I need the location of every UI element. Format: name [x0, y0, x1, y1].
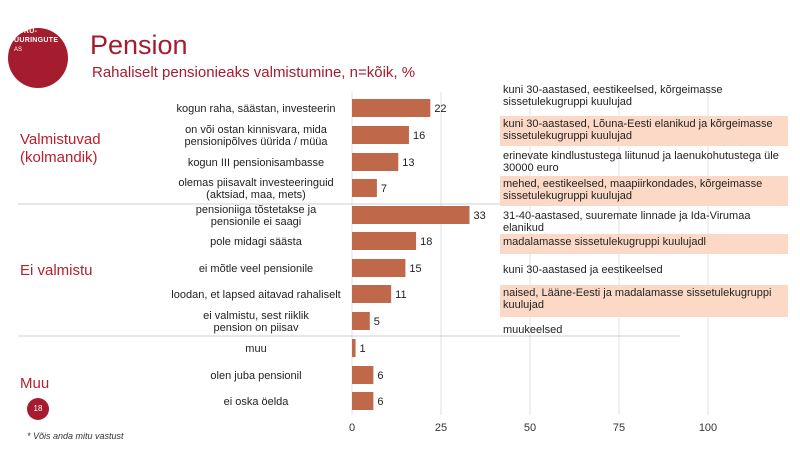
bar-value-label: 1	[360, 343, 366, 355]
bar-value-label: 15	[409, 263, 421, 275]
x-tick-label: 25	[435, 422, 447, 434]
bar	[352, 259, 406, 277]
category-label: olen juba pensionil	[210, 370, 301, 382]
x-tick-label: 100	[699, 422, 717, 434]
x-tick-label: 0	[349, 422, 355, 434]
bar-value-label: 13	[402, 157, 414, 169]
bar	[352, 232, 417, 250]
page-number-badge: 18	[27, 398, 49, 420]
bar	[352, 366, 374, 384]
category-label: ei mõtle veel pensionile	[199, 263, 313, 275]
x-tick-label: 75	[613, 422, 625, 434]
category-label: kogun III pensionisambasse	[188, 157, 324, 169]
category-label: olemas piisavalt investeeringuid (aktsiad…	[178, 177, 333, 201]
category-label: kogun raha, säästan, investeerin	[177, 103, 336, 115]
segment-note: madalamasse sissetulekugruppi kuulujadl	[500, 234, 788, 254]
bar	[352, 392, 374, 410]
page-subtitle: Rahaliselt pensionieaks valmistumine, n=…	[92, 64, 416, 81]
bar-value-label: 16	[413, 130, 425, 142]
x-tick-label: 50	[524, 422, 536, 434]
bar-value-label: 7	[381, 183, 387, 195]
category-label: pole midagi säästa	[210, 236, 303, 248]
bar	[352, 153, 399, 171]
segment-note: kuni 30-aastased ja eestikeelsed	[503, 264, 663, 276]
bar-value-label: 6	[377, 370, 383, 382]
category-label: muu	[245, 343, 266, 355]
bar	[352, 339, 356, 357]
segment-note: naised, Lääne-Eesti ja madalamasse sisse…	[500, 285, 788, 317]
segment-note: muukeelsed	[503, 324, 563, 336]
group-label-preparing: Valmistuvad (kolmandik)	[20, 131, 101, 166]
footnote: * Võis anda mitu vastust	[27, 431, 124, 441]
segment-note: mehed, eestikeelsed, maapiirkondades, kõ…	[500, 176, 788, 206]
category-label: loodan, et lapsed aitavad rahaliselt	[171, 289, 340, 301]
bar	[352, 206, 470, 224]
group-label-not-preparing: Ei valmistu	[20, 262, 93, 279]
bar-value-label: 22	[434, 103, 446, 115]
segment-note: erinevate kindlustustega liitunud ja lae…	[503, 150, 779, 174]
company-logo	[8, 28, 68, 88]
bar-value-label: 18	[420, 236, 432, 248]
segment-note: 31-40-aastased, suuremate linnade ja Ida…	[503, 210, 751, 234]
category-label: ei oska öelda	[224, 396, 290, 408]
bar	[352, 312, 370, 330]
bar	[352, 126, 409, 144]
bar	[352, 285, 392, 303]
group-label-other: Muu	[20, 375, 50, 392]
bar-value-label: 11	[395, 289, 406, 301]
bar-value-label: 6	[377, 396, 383, 408]
page-title: Pension	[90, 30, 188, 60]
logo-text-line3: AS	[14, 47, 23, 53]
segment-note: kuni 30-aastased, eestikeelsed, kõrgeima…	[503, 84, 723, 108]
category-label: ei valmistu, sest riiklik pension on piis…	[203, 310, 309, 334]
segment-note: kuni 30-aastased, Lõuna-Eesti elanikud j…	[500, 116, 788, 146]
bar-value-label: 5	[374, 316, 380, 328]
bar	[352, 179, 377, 197]
bar-value-label: 33	[473, 210, 485, 222]
bar	[352, 99, 431, 117]
category-label: pensioniiga tõstetakse ja pensionile ei s…	[196, 204, 317, 228]
logo-text-line1: TURU-	[14, 28, 38, 35]
category-label: on või ostan kinnisvara, mida pensionipõl…	[184, 124, 328, 148]
logo-text-line2: UURINGUTE	[14, 37, 59, 44]
